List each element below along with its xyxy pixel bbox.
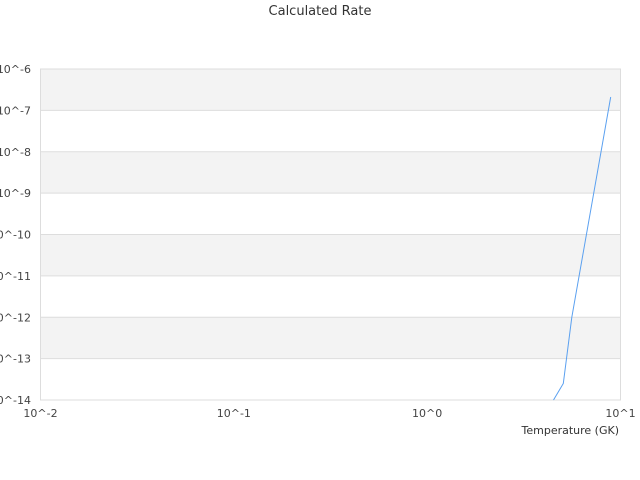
y-tick-label: 10^-13 [0, 353, 31, 366]
grid-band [40, 317, 621, 359]
y-tick-label: 10^-8 [0, 146, 31, 159]
chart-title: Calculated Rate [268, 4, 372, 19]
y-tick-label: 10^-6 [0, 63, 31, 76]
grid-band [40, 234, 621, 276]
y-tick-label: 10^-7 [0, 104, 31, 117]
x-axis-label: Temperature (GK) [521, 424, 620, 437]
grid-band [40, 69, 621, 111]
x-tick-label: 10^1 [605, 407, 635, 420]
x-tick-label: 10^-1 [217, 407, 251, 420]
y-tick-label: 10^-12 [0, 311, 31, 324]
x-tick-label: 10^0 [412, 407, 442, 420]
plot-border [40, 68, 621, 401]
y-tick-label: 10^-14 [0, 394, 31, 407]
y-tick-label: 10^-11 [0, 270, 31, 283]
grid-band [40, 151, 621, 194]
y-tick-label: 10^-10 [0, 229, 31, 242]
series-line [553, 96, 612, 401]
x-tick-label: 10^-2 [23, 407, 57, 420]
y-tick-label: 10^-9 [0, 187, 31, 200]
